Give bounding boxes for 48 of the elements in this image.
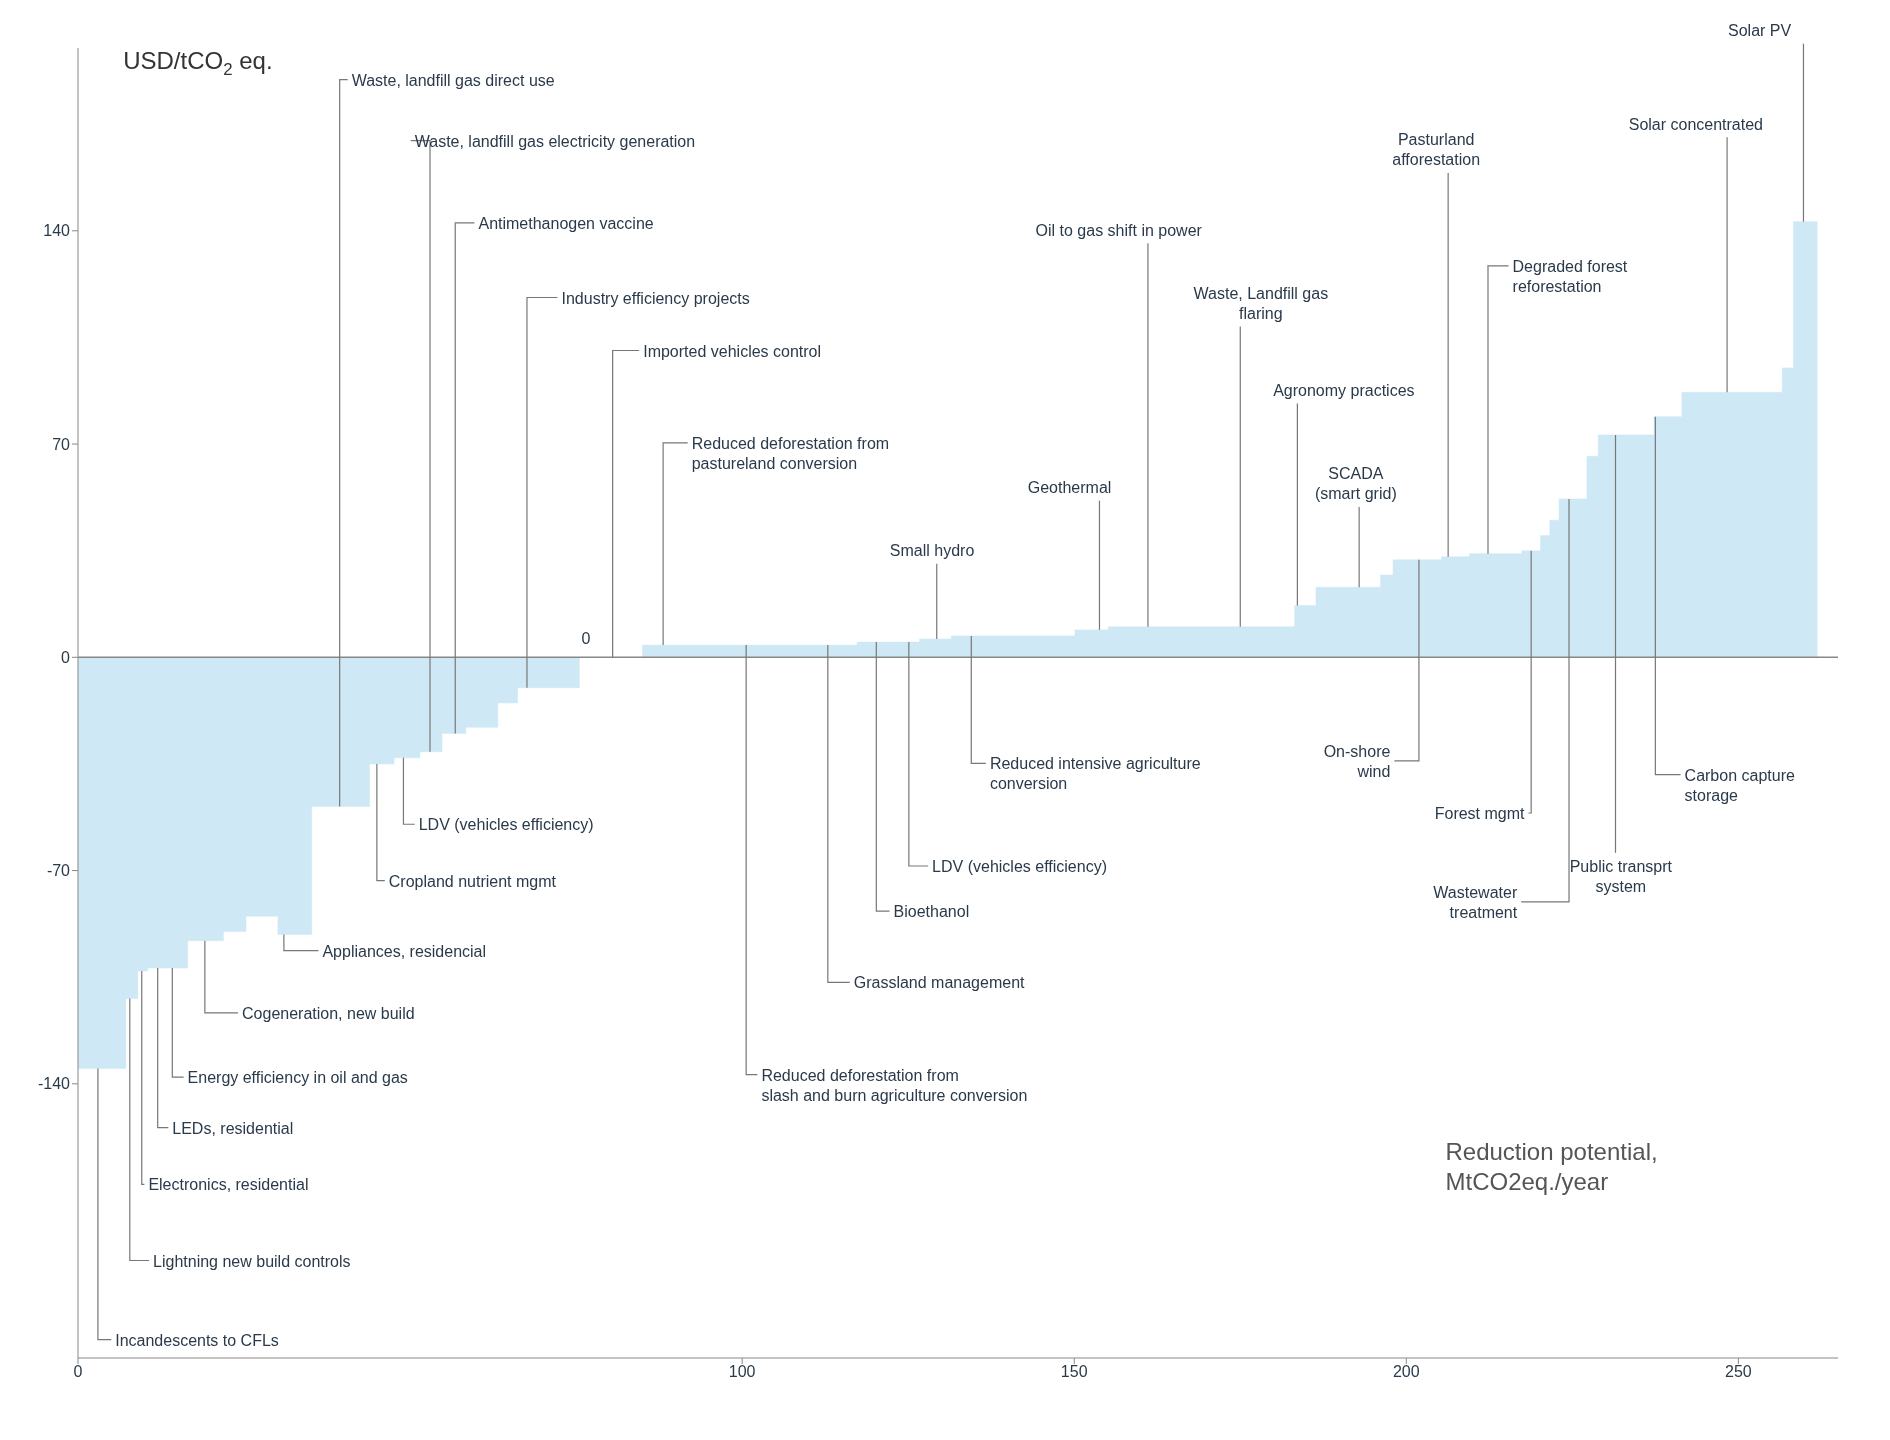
annotation: LEDs, residential (172, 1119, 294, 1137)
annotation: Waste, Landfill gas flaring (1193, 284, 1329, 322)
annotation: Degraded forest reforestation (1512, 257, 1628, 295)
y-tick-label: 140 (43, 222, 71, 240)
annotation: Incandescents to CFLs (115, 1331, 279, 1349)
annotation: Carbon capture storage (1684, 766, 1795, 804)
annotation: Reduced intensive agriculture conversion (989, 754, 1201, 792)
y-tick-label: -140 (37, 1075, 71, 1093)
annotation: Pasturland afforestation (1392, 130, 1481, 168)
annotation: Grassland management (853, 973, 1026, 991)
annotation: 0 (581, 629, 591, 647)
x-tick-label: 150 (1060, 1363, 1088, 1381)
annotation: Energy efficiency in oil and gas (187, 1068, 408, 1086)
x-tick-label: 100 (728, 1363, 756, 1381)
annotation: Oil to gas shift in power (1035, 221, 1203, 239)
annotation: Reduced deforestation from slash and burn agriculture conversion (761, 1066, 1028, 1104)
annotation: Waste, landfill gas electricity generation (414, 132, 696, 150)
annotation: Solar PV (1728, 21, 1792, 39)
annotation: Bioethanol (893, 902, 970, 920)
annotation: Forest mgmt (1434, 804, 1526, 822)
annotation: Wastewater treatment (1433, 883, 1518, 921)
y-tick-label: 70 (52, 435, 71, 453)
annotation: Industry efficiency projects (561, 289, 750, 307)
annotation: Waste, landfill gas direct use (351, 71, 555, 89)
annotation: Solar concentrated (1628, 115, 1764, 133)
annotation: LDV (vehicles efficiency) (418, 815, 594, 833)
annotation: On-shore wind (1323, 742, 1391, 780)
annotation: Agronomy practices (1273, 381, 1415, 399)
annotation: Imported vehicles control (643, 342, 822, 360)
annotation: Lightning new build controls (153, 1252, 351, 1270)
annotation: LDV (vehicles efficiency) (932, 857, 1107, 875)
annotation: Reduced deforestation from pastureland conversion (691, 434, 890, 472)
x-tick-label: 250 (1725, 1363, 1752, 1381)
annotation: Electronics, residential (148, 1175, 309, 1193)
x-axis-title: Reduction potential, MtCO2eq./year (1445, 1137, 1658, 1195)
annotation: Geothermal (1027, 478, 1112, 496)
annotation: Appliances, residencial (322, 942, 487, 960)
annotation: Public transprt system (1569, 857, 1673, 895)
y-axis-title: USD/tCO$_{2}$ eq. (123, 46, 273, 80)
annotation: SCADA (smart grid) (1314, 464, 1397, 502)
annotation: Cogeneration, new build (242, 1004, 415, 1022)
x-tick-label: 0 (73, 1363, 83, 1381)
y-tick-label: -70 (46, 862, 71, 880)
annotation: Antimethanogen vaccine (478, 214, 654, 232)
annotation: Cropland nutrient mgmt (388, 872, 557, 890)
annotation: Small hydro (889, 541, 975, 559)
y-tick-label: 0 (61, 648, 71, 666)
x-tick-label: 200 (1392, 1363, 1420, 1381)
